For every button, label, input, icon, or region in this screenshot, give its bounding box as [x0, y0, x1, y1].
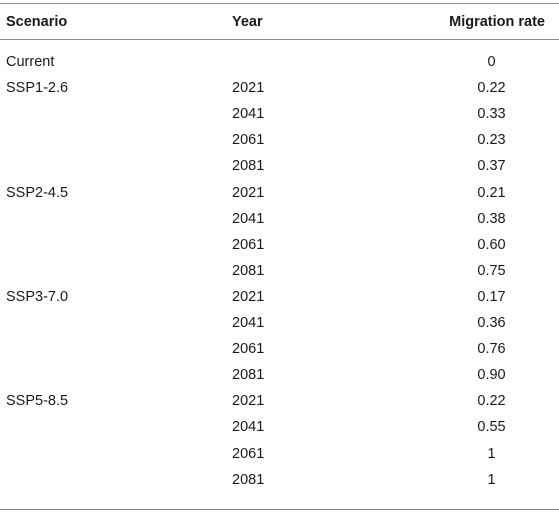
- cell-migration-rate: 0.90: [477, 367, 506, 384]
- cell-year: 2021: [232, 288, 265, 305]
- cell-migration-rate: 0.23: [477, 132, 506, 149]
- cell-migration-rate: 0.17: [477, 288, 506, 305]
- table-row: 2081 0.75: [0, 249, 559, 279]
- table-row: 2081 0.37: [0, 144, 559, 174]
- cell-scenario: SSP3-7.0: [6, 288, 69, 305]
- cell-year: 2041: [232, 106, 265, 123]
- table-top-rule: [0, 3, 559, 4]
- cell-scenario: Current: [6, 54, 55, 70]
- cell-year: 2081: [232, 471, 265, 488]
- cell-migration-rate: 0.33: [477, 106, 506, 123]
- cell-year: 2081: [232, 262, 265, 279]
- cell-migration-rate: 1: [487, 445, 496, 462]
- cell-migration-rate: 0.38: [477, 210, 506, 227]
- cell-year: 2041: [232, 419, 265, 436]
- table-row: 2081 0.90: [0, 353, 559, 383]
- cell-migration-rate: 0.22: [477, 393, 506, 410]
- table-row: SSP1-2.6 2021 0.22: [0, 66, 559, 96]
- cell-year: 2041: [232, 210, 265, 227]
- cell-scenario: SSP1-2.6: [6, 80, 69, 97]
- cell-migration-rate: 0.60: [477, 236, 506, 253]
- header-migration-rate: Migration rate: [449, 14, 545, 30]
- header-year: Year: [232, 14, 263, 30]
- cell-migration-rate: 0.55: [477, 419, 506, 436]
- table-row: 2061 1: [0, 432, 559, 462]
- table-row: 2061 0.76: [0, 327, 559, 357]
- cell-year: 2061: [232, 445, 265, 462]
- cell-migration-rate: 0: [487, 54, 496, 70]
- table-row: 2041 0.33: [0, 92, 559, 122]
- cell-migration-rate: 0.76: [477, 341, 506, 358]
- cell-year: 2061: [232, 341, 265, 358]
- cell-migration-rate: 0.22: [477, 80, 506, 97]
- table-row: SSP3-7.0 2021 0.17: [0, 275, 559, 305]
- cell-scenario: SSP5-8.5: [6, 393, 69, 410]
- cell-year: 2081: [232, 367, 265, 384]
- cell-migration-rate: 0.36: [477, 315, 506, 331]
- table-row: 2061 0.23: [0, 118, 559, 148]
- cell-migration-rate: 0.37: [477, 158, 506, 175]
- cell-year: 2061: [232, 236, 265, 253]
- header-scenario: Scenario: [6, 14, 68, 30]
- cell-year: 2021: [232, 184, 265, 201]
- cell-migration-rate: 0.75: [477, 262, 506, 279]
- cell-scenario: SSP2-4.5: [6, 184, 69, 201]
- table-row: SSP2-4.5 2021 0.21: [0, 171, 559, 201]
- cell-year: 2021: [232, 80, 265, 97]
- table-row: 2061 0.60: [0, 223, 559, 253]
- table-header-rule: [0, 39, 559, 40]
- table-row: 2081 1: [0, 458, 559, 488]
- table-row: 2041 0.55: [0, 405, 559, 435]
- table-row: Current 0: [0, 40, 559, 70]
- cell-year: 2041: [232, 315, 265, 331]
- table-row: SSP5-8.5 2021 0.22: [0, 379, 559, 409]
- cell-migration-rate: 1: [487, 471, 496, 488]
- table-bottom-rule: [0, 509, 559, 510]
- cell-year: 2061: [232, 132, 265, 149]
- cell-migration-rate: 0.21: [477, 184, 506, 201]
- cell-year: 2081: [232, 158, 265, 175]
- table-row: 2041 0.36: [0, 301, 559, 331]
- cell-year: 2021: [232, 393, 265, 410]
- table-body: Current 0 SSP1-2.6 2021 0.22 2041 0.33 2061 0.23…: [0, 40, 559, 509]
- table-header-row: Scenario Year Migration rate: [0, 4, 559, 39]
- table-row: 2041 0.38: [0, 197, 559, 227]
